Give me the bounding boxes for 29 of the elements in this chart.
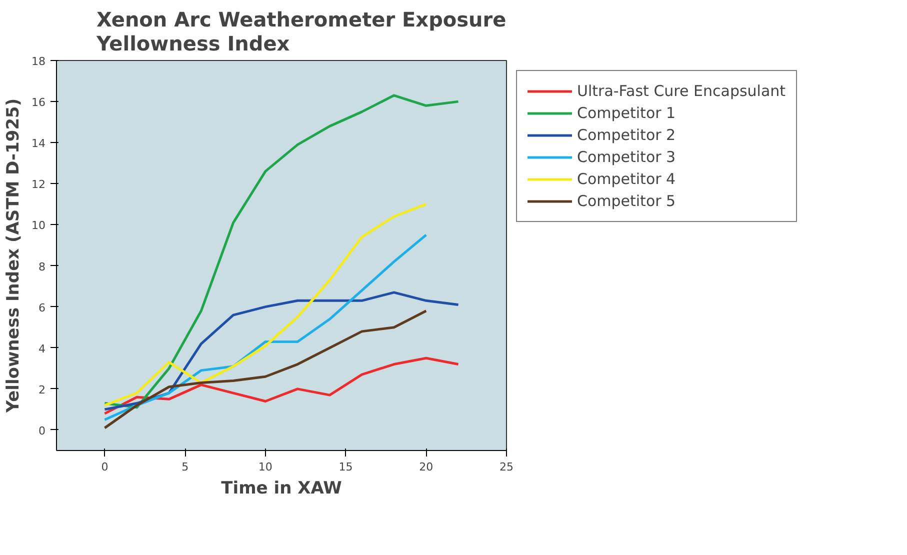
chart-title: Xenon Arc Weatherometer Exposure Yellowness Index [96, 8, 506, 56]
y-tick-label: 0 [38, 424, 46, 438]
line-series [103, 94, 460, 409]
line-series [103, 356, 460, 415]
y-tick-label: 6 [38, 301, 46, 314]
legend-label: Competitor 1 [577, 104, 676, 122]
legend-label: Competitor 3 [577, 148, 676, 166]
y-tick-label: 8 [38, 260, 46, 274]
y-axis-title: Yellowness Index (ASTM D-1925) [4, 98, 24, 414]
legend-label: Competitor 4 [577, 170, 676, 188]
y-tick-label: 4 [38, 342, 46, 356]
line-series [103, 202, 428, 407]
y-tick-label: 18 [32, 55, 46, 68]
legend-label: Competitor 2 [577, 126, 676, 144]
x-tick-label: 5 [182, 460, 189, 474]
y-tick-label: 16 [32, 96, 46, 110]
y-tick-label: 2 [38, 383, 46, 396]
x-tick-label: 15 [338, 460, 353, 474]
line-series [103, 310, 428, 430]
legend-label: Competitor 5 [577, 192, 676, 210]
y-tick-label: 14 [32, 137, 46, 150]
x-tick-label: 25 [500, 460, 514, 474]
y-tick-label: 12 [32, 178, 46, 192]
x-tick-label: 20 [419, 460, 434, 474]
legend-label: Ultra-Fast Cure Encapsulant [577, 82, 786, 100]
y-tick-label: 10 [32, 219, 46, 232]
x-axis-title: Time in XAW [221, 478, 342, 498]
x-tick-label: 0 [101, 460, 108, 474]
x-tick-label: 10 [258, 460, 272, 474]
